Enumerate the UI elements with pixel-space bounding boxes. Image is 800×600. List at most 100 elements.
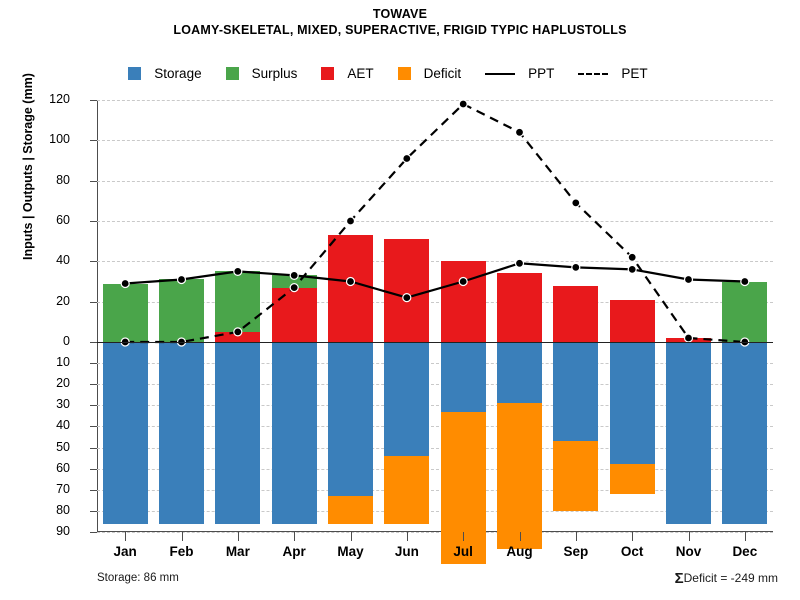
bar-group-mar[interactable] bbox=[215, 100, 261, 532]
y-tick-u120 bbox=[90, 100, 97, 101]
gridline-upper-120 bbox=[97, 100, 773, 101]
x-tick-sep bbox=[575, 532, 577, 541]
plot-border bbox=[97, 100, 773, 532]
x-tick-dec bbox=[744, 532, 746, 541]
square-swatch bbox=[321, 67, 335, 80]
legend-item-pet[interactable]: PET bbox=[578, 66, 671, 81]
deficit-sum-note: ΣDeficit = -249 mm bbox=[675, 570, 778, 587]
bar-segment-storage bbox=[384, 342, 430, 456]
y-tick-label-zero: 0 bbox=[63, 334, 70, 348]
bar-segment-aet bbox=[609, 299, 655, 342]
bar-segment-deficit bbox=[384, 456, 430, 524]
deficit-sum-text: Deficit = -249 mm bbox=[683, 571, 778, 585]
bar-group-feb[interactable] bbox=[158, 100, 205, 532]
y-tick-u20 bbox=[90, 301, 97, 303]
y-tick-label-l60: 60 bbox=[56, 460, 70, 475]
title-block: TOWAVE LOAMY-SKELETAL, MIXED, SUPERACTIV… bbox=[0, 6, 800, 39]
y-tick-label-l50: 50 bbox=[56, 439, 70, 454]
x-tick-label-apr: Apr bbox=[282, 544, 306, 559]
x-tick-jun bbox=[406, 532, 408, 541]
x-tick-feb bbox=[181, 532, 183, 541]
y-tick-label-l90: 90 bbox=[56, 524, 70, 538]
bar-segment-storage bbox=[440, 342, 486, 412]
x-tick-label-mar: Mar bbox=[225, 544, 250, 559]
bar-group-apr[interactable] bbox=[271, 100, 317, 532]
x-tick-aug bbox=[519, 532, 521, 541]
x-tick-label-aug: Aug bbox=[506, 544, 533, 559]
plot-area: 20 40 60 80 100 120 0 10 20 30 40 50 60 70 80 90 Jan Feb… bbox=[21, 73, 773, 564]
bar-segment-storage bbox=[553, 342, 599, 442]
gridline-lower-20 bbox=[97, 384, 773, 386]
bar-group-jan[interactable] bbox=[102, 100, 148, 532]
bar-segment-storage bbox=[722, 342, 768, 524]
chart-title: TOWAVE bbox=[372, 7, 428, 21]
x-tick-mar bbox=[237, 532, 239, 541]
zero-baseline bbox=[97, 342, 773, 343]
x-tick-label-feb: Feb bbox=[169, 544, 194, 559]
bar-segment-surplus bbox=[722, 281, 768, 342]
x-tick-label-oct: Oct bbox=[620, 544, 644, 559]
y-tick-l60 bbox=[90, 468, 97, 470]
y-axis-label: Inputs | Outputs | Storage (mm) bbox=[21, 73, 35, 260]
bar-segment-storage bbox=[496, 342, 543, 404]
bar-segment-aet bbox=[271, 287, 317, 342]
y-tick-label-l40: 40 bbox=[56, 418, 70, 433]
bar-group-sep[interactable] bbox=[553, 100, 599, 532]
bar-group-jun[interactable] bbox=[384, 100, 430, 532]
sigma-icon: Σ bbox=[674, 570, 684, 587]
x-tick-label-jan: Jan bbox=[113, 544, 137, 559]
bar-segment-deficit bbox=[496, 403, 543, 549]
bar-group-dec[interactable] bbox=[722, 100, 768, 532]
bar-segment-aet bbox=[440, 261, 486, 342]
x-tick-apr bbox=[294, 532, 296, 541]
legend-item-surplus[interactable]: Surplus bbox=[225, 66, 322, 81]
x-tick-jul bbox=[463, 532, 465, 541]
bar-group-nov[interactable] bbox=[665, 100, 712, 532]
legend-item-storage[interactable]: Storage bbox=[128, 66, 225, 81]
square-swatch bbox=[128, 67, 142, 80]
y-tick-label-l70: 70 bbox=[56, 481, 70, 496]
bar-segment-surplus bbox=[102, 283, 148, 342]
legend-item-ppt[interactable]: PPT bbox=[485, 66, 578, 81]
y-tick-l80 bbox=[90, 510, 97, 512]
legend-label: Surplus bbox=[251, 66, 298, 81]
storage-capacity-note: Storage: 86 mm bbox=[97, 572, 179, 584]
gridline-lower-70 bbox=[97, 489, 773, 491]
bar-segment-storage bbox=[609, 342, 655, 465]
x-tick-nov bbox=[688, 532, 690, 541]
y-tick-l40 bbox=[90, 426, 97, 428]
y-tick-label-l30: 30 bbox=[56, 397, 70, 412]
y-tick-label-l10: 10 bbox=[56, 355, 70, 370]
square-swatch bbox=[225, 67, 239, 80]
bar-segment-surplus bbox=[158, 279, 205, 342]
legend-item-aet[interactable]: AET bbox=[321, 66, 397, 81]
y-tick-label-l20: 20 bbox=[56, 376, 70, 391]
legend-label: AET bbox=[347, 66, 374, 81]
bar-group-oct[interactable] bbox=[609, 100, 655, 532]
bar-segment-storage bbox=[271, 342, 317, 524]
bar-group-may[interactable] bbox=[327, 100, 374, 532]
y-tick-l90 bbox=[90, 532, 97, 533]
y-tick-label-l80: 80 bbox=[56, 502, 70, 517]
chart-subtitle: LOAMY-SKELETAL, MIXED, SUPERACTIVE, FRIG… bbox=[173, 23, 627, 37]
y-tick-label-u20: 20 bbox=[56, 293, 70, 308]
legend-item-deficit[interactable]: Deficit bbox=[397, 66, 486, 81]
bar-segment-deficit bbox=[609, 464, 655, 494]
y-tick-l20 bbox=[90, 384, 97, 386]
y-tick-l10 bbox=[90, 363, 97, 365]
y-tick-u40 bbox=[90, 261, 97, 263]
bar-segment-aet bbox=[327, 235, 374, 342]
gridline-lower-80 bbox=[97, 510, 773, 512]
x-tick-label-dec: Dec bbox=[732, 544, 758, 559]
legend-label: PET bbox=[621, 66, 648, 81]
gridline-lower-50 bbox=[97, 447, 773, 449]
y-tick-label-u100: 100 bbox=[49, 132, 70, 147]
bar-group-aug[interactable] bbox=[496, 100, 543, 549]
bar-segment-deficit bbox=[553, 441, 599, 511]
gridline-lower-10 bbox=[97, 363, 773, 365]
dashed-line-swatch bbox=[578, 67, 609, 80]
bar-segment-storage bbox=[158, 342, 205, 524]
bar-group-jul[interactable] bbox=[440, 100, 486, 564]
y-tick-u80 bbox=[90, 180, 97, 182]
bar-segment-storage bbox=[215, 342, 261, 524]
